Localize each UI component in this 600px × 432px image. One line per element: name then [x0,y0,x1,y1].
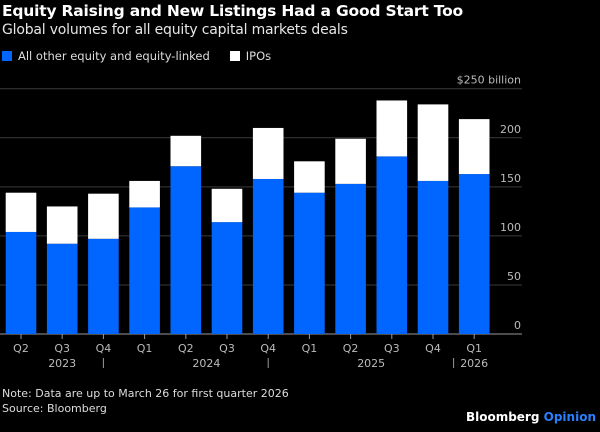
legend-label-equity: All other equity and equity-linked [18,49,210,63]
bar-ipos [46,206,78,244]
x-tick-label: Q2 [178,342,194,355]
x-tick-label: Q4 [260,342,276,355]
year-label: 2025 [357,357,385,370]
bar-ipos [335,138,366,184]
x-tick-label: Q1 [137,342,153,355]
bar-equity [129,207,160,334]
bar-ipos [417,104,449,181]
x-tick-label: Q1 [302,342,318,355]
bar-ipos [211,188,243,223]
x-tick-label: Q4 [96,342,112,355]
legend: All other equity and equity-linked IPOs [2,49,271,63]
y-tick-label: $250 billion [457,74,521,87]
bar-ipos [252,127,284,179]
x-tick-label: Q3 [384,342,400,355]
bar-equity [376,156,408,334]
bar-equity [211,222,243,334]
legend-label-ipos: IPOs [245,49,272,63]
chart-note: Note: Data are up to March 26 for first … [2,387,289,400]
y-tick-label: 200 [500,123,521,136]
x-tick-label: Q1 [466,342,482,355]
bar-equity [88,238,119,334]
bar-equity [170,166,202,334]
y-tick-label: 50 [507,270,521,283]
chart-title: Equity Raising and New Listings Had a Go… [2,2,463,20]
bar-equity [252,178,284,334]
legend-swatch-ipos [229,51,240,61]
y-tick-label: 100 [500,221,521,234]
bar-equity [458,174,490,334]
bar-ipos [170,135,202,167]
x-tick-label: Q2 [13,342,29,355]
bar-equity [5,231,37,334]
chart-subtitle: Global volumes for all equity capital ma… [2,22,348,38]
x-tick-label: Q3 [54,342,70,355]
x-tick-label: Q4 [425,342,441,355]
y-tick-label: 0 [514,319,521,332]
year-label: 2026 [460,357,488,370]
brand-logo: Bloomberg Opinion [465,410,596,424]
bar-equity [417,180,449,334]
bar-ipos [376,100,408,157]
legend-swatch-equity [2,51,12,61]
chart-source: Source: Bloomberg [2,402,107,415]
y-tick-label: 150 [500,172,521,185]
bar-equity [46,243,78,334]
stacked-bar-chart: 0 50 100 150 200 $250 billion Q2 Q3 Q4 Q1 Q2 Q3 Q4 Q1… [0,74,522,370]
year-label: 2024 [192,357,220,370]
x-tick-label: Q2 [343,342,359,355]
bar-ipos [129,180,160,208]
bar-ipos [88,193,119,239]
bar-equity [335,183,366,334]
year-label: 2023 [48,357,76,370]
x-tick-label: Q3 [219,342,235,355]
bar-ipos [458,119,490,175]
bar-equity [294,192,325,334]
bar-ipos [5,192,37,232]
bar-ipos [294,161,325,193]
